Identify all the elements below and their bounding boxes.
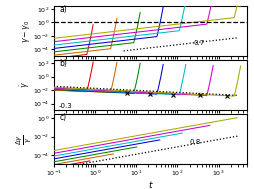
Text: c): c) <box>59 113 66 122</box>
Y-axis label: $\frac{\Delta\gamma}{\gamma}$: $\frac{\Delta\gamma}{\gamma}$ <box>14 134 33 145</box>
Text: -0.3: -0.3 <box>58 103 72 109</box>
Y-axis label: $\dot{\gamma}$: $\dot{\gamma}$ <box>18 82 32 88</box>
Text: 0.7: 0.7 <box>193 40 204 46</box>
X-axis label: $t$: $t$ <box>147 179 153 189</box>
Text: a): a) <box>59 5 67 14</box>
Text: b): b) <box>59 59 67 68</box>
Text: 0.8: 0.8 <box>189 139 200 145</box>
Y-axis label: $\gamma - \gamma_0$: $\gamma - \gamma_0$ <box>21 19 32 43</box>
